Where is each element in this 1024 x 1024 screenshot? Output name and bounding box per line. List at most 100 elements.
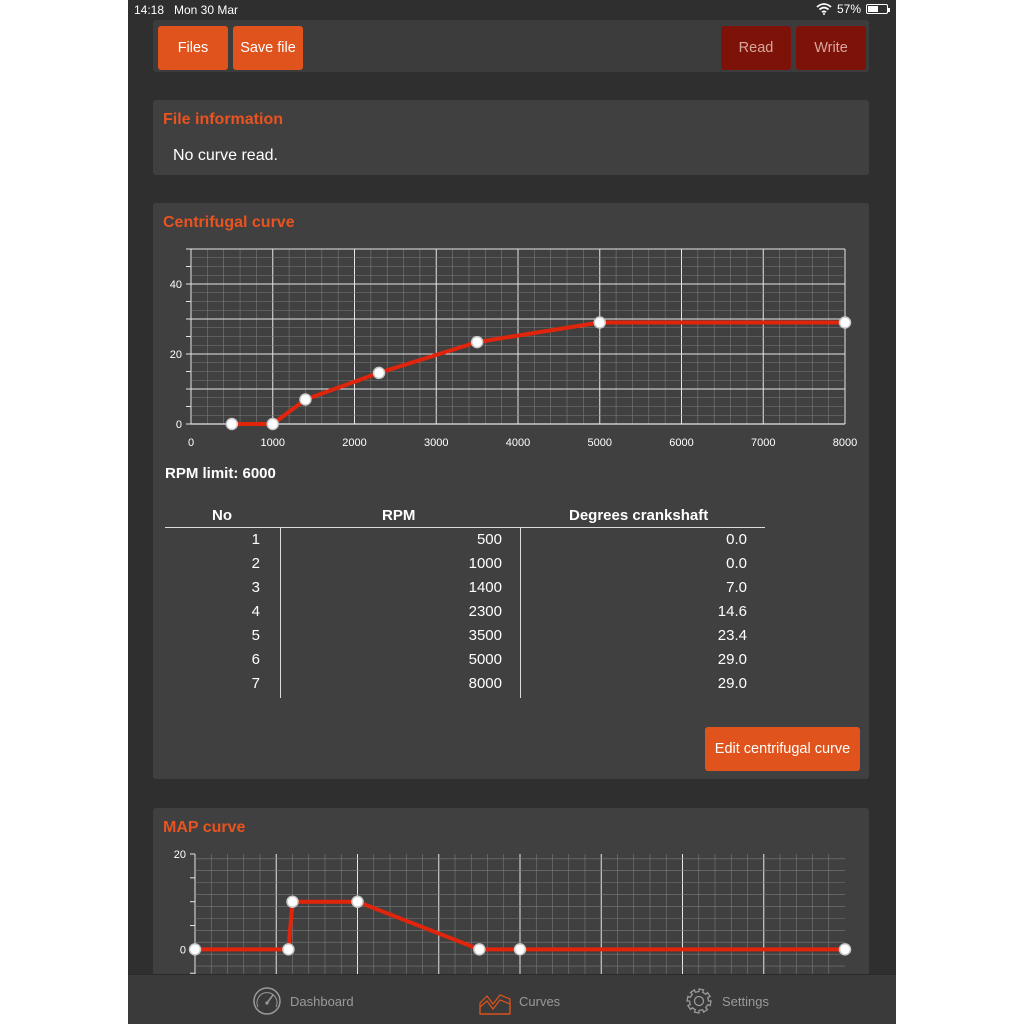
cell-no: 4 bbox=[251, 603, 260, 620]
speedometer-icon bbox=[253, 987, 281, 1015]
file-information-title: File information bbox=[163, 111, 283, 128]
table-row: 2 1000 0.0 bbox=[165, 552, 765, 576]
ipad-screen: 14:18 Mon 30 Mar 57% Files Save file Rea… bbox=[128, 0, 896, 1024]
wifi-icon bbox=[816, 3, 832, 15]
x-tick-label: 7000 bbox=[751, 437, 775, 449]
tab-bar: Dashboard Curves Settings bbox=[128, 974, 896, 1024]
table-header: No RPM Degrees crankshaft bbox=[165, 503, 765, 528]
y-tick-label: 20 bbox=[170, 349, 182, 361]
curve-point bbox=[282, 943, 295, 956]
cell-rpm: 1400 bbox=[468, 579, 502, 596]
x-tick-label: 3000 bbox=[424, 437, 448, 449]
table-row: 1 500 0.0 bbox=[165, 528, 765, 552]
curves-icon bbox=[479, 994, 511, 1015]
curve-point bbox=[266, 417, 279, 431]
cell-no: 5 bbox=[251, 627, 260, 644]
column-divider bbox=[520, 528, 521, 698]
cell-no: 6 bbox=[251, 651, 260, 668]
cell-degrees: 0.0 bbox=[726, 555, 747, 572]
tab-curves[interactable]: Curves bbox=[479, 987, 560, 1015]
column-header-rpm: RPM bbox=[382, 507, 416, 524]
curve-point bbox=[286, 895, 299, 908]
cell-rpm: 3500 bbox=[468, 627, 502, 644]
file-information-panel: File information No curve read. bbox=[153, 100, 869, 175]
status-time: 14:18 bbox=[134, 3, 165, 17]
table-row: 3 1400 7.0 bbox=[165, 576, 765, 600]
battery-level bbox=[868, 6, 879, 12]
centrifugal-curve-panel: Centrifugal curve 0 1000 2000 3000 4000 5000 6… bbox=[153, 203, 869, 779]
cell-degrees: 29.0 bbox=[717, 651, 747, 668]
centrifugal-series-line bbox=[231, 320, 845, 426]
tab-dashboard[interactable]: Dashboard bbox=[252, 987, 354, 1015]
map-chart[interactable]: 0 20 bbox=[153, 848, 869, 978]
read-button[interactable]: Read bbox=[721, 26, 791, 70]
centrifugal-curve-title: Centrifugal curve bbox=[163, 214, 295, 231]
y-tick-label: 0 bbox=[180, 944, 186, 956]
x-tick-label: 8000 bbox=[833, 437, 857, 449]
status-date: Mon 30 Mar bbox=[174, 3, 239, 17]
curve-point bbox=[838, 943, 852, 956]
x-tick-label: 1000 bbox=[261, 437, 285, 449]
column-header-no: No bbox=[212, 507, 232, 524]
files-button[interactable]: Files bbox=[158, 26, 228, 70]
save-file-button[interactable]: Save file bbox=[233, 26, 303, 70]
cell-degrees: 23.4 bbox=[717, 627, 747, 644]
rpm-limit-label: RPM limit: 6000 bbox=[165, 465, 276, 482]
cell-rpm: 8000 bbox=[468, 675, 502, 692]
curve-point bbox=[838, 316, 852, 329]
cell-rpm: 500 bbox=[476, 531, 502, 548]
centrifugal-table: No RPM Degrees crankshaft 1 500 0.0 2 1000 0.… bbox=[165, 503, 765, 698]
cell-rpm: 1000 bbox=[468, 555, 502, 572]
x-tick-label: 5000 bbox=[588, 437, 612, 449]
table-row: 6 5000 29.0 bbox=[165, 648, 765, 672]
cell-no: 7 bbox=[251, 675, 260, 692]
tab-dashboard-label: Dashboard bbox=[290, 993, 354, 1009]
edit-centrifugal-curve-button[interactable]: Edit centrifugal curve bbox=[705, 727, 860, 771]
x-tick-label: 6000 bbox=[669, 437, 693, 449]
status-right: 57% bbox=[816, 2, 890, 16]
cell-degrees: 14.6 bbox=[717, 603, 747, 620]
x-tick-label: 2000 bbox=[342, 437, 366, 449]
map-curve-panel: MAP curve 0 20 bbox=[153, 808, 869, 988]
status-bar: 14:18 Mon 30 Mar 57% bbox=[128, 0, 896, 20]
table-row: 4 2300 14.6 bbox=[165, 600, 765, 624]
cell-no: 3 bbox=[251, 579, 260, 596]
curve-point bbox=[299, 393, 312, 406]
curve-point bbox=[188, 943, 202, 956]
cell-degrees: 0.0 bbox=[726, 531, 747, 548]
write-button[interactable]: Write bbox=[796, 26, 866, 70]
y-tick-label: 40 bbox=[170, 279, 182, 291]
x-tick-label: 0 bbox=[188, 437, 194, 449]
tab-settings[interactable]: Settings bbox=[684, 987, 769, 1015]
centrifugal-chart[interactable]: 0 1000 2000 3000 4000 5000 6000 7000 8000 0 20 40 bbox=[153, 243, 869, 453]
tab-curves-label: Curves bbox=[519, 993, 561, 1009]
curve-point bbox=[372, 366, 386, 380]
curve-point bbox=[470, 335, 484, 349]
cell-rpm: 5000 bbox=[468, 651, 502, 668]
map-curve-title: MAP curve bbox=[163, 819, 246, 836]
cell-degrees: 7.0 bbox=[726, 579, 747, 596]
cell-no: 2 bbox=[251, 555, 260, 572]
battery-icon bbox=[866, 4, 890, 14]
cell-rpm: 2300 bbox=[468, 603, 502, 620]
y-tick-label: 20 bbox=[174, 849, 186, 861]
column-divider bbox=[280, 528, 281, 698]
y-tick-label: 0 bbox=[176, 419, 182, 431]
file-information-text: No curve read. bbox=[173, 147, 278, 164]
table-row: 7 8000 29.0 bbox=[165, 672, 765, 696]
curve-point bbox=[513, 943, 527, 956]
table-row: 5 3500 23.4 bbox=[165, 624, 765, 648]
curve-point bbox=[593, 316, 606, 329]
cell-no: 1 bbox=[251, 531, 260, 548]
curve-point bbox=[225, 417, 239, 431]
column-header-degrees: Degrees crankshaft bbox=[569, 507, 709, 524]
x-tick-label: 4000 bbox=[506, 437, 530, 449]
table-body: 1 500 0.0 2 1000 0.0 3 1400 7.0 4 2300 14.6 5 3500 23.… bbox=[165, 528, 765, 698]
toolbar: Files Save file Read Write bbox=[153, 20, 869, 72]
gear-icon bbox=[686, 988, 712, 1014]
tab-settings-label: Settings bbox=[722, 993, 769, 1009]
curve-point bbox=[351, 895, 364, 908]
cell-degrees: 29.0 bbox=[717, 675, 747, 692]
battery-percent: 57% bbox=[836, 2, 861, 16]
curve-point bbox=[473, 943, 486, 956]
